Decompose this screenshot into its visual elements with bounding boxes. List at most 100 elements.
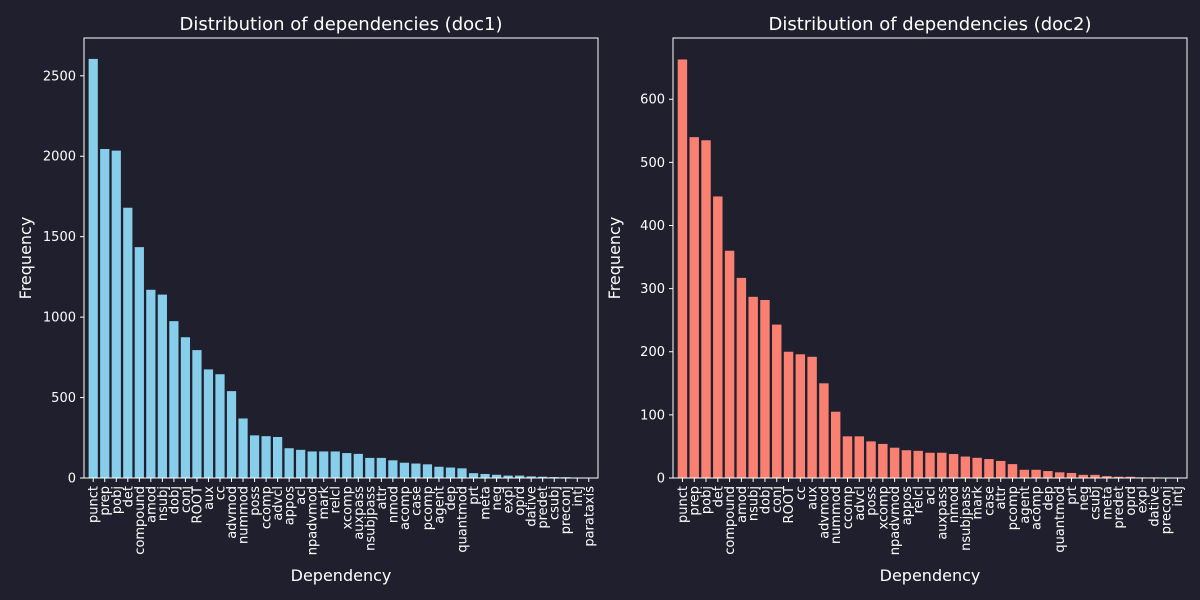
bar-ROOT <box>192 350 202 478</box>
y-tick-label: 400 <box>640 219 665 234</box>
x-tick-label: appos <box>283 486 298 525</box>
chart-doc1: 0 500 1000 1500 2000 2500 punctpreppobjdetcomp… <box>16 14 599 585</box>
bar-predet <box>1113 476 1124 478</box>
x-tick-label: relcl <box>329 486 344 513</box>
x-tick-label: amod <box>144 486 159 523</box>
x-tick-label: expl <box>502 486 517 513</box>
x-tick-label: mark <box>317 486 332 520</box>
x-tick-label: csubj <box>1089 486 1104 520</box>
x-tick-label: case <box>409 486 424 516</box>
x-tick-label: advmod <box>817 486 832 539</box>
x-tick-label: oprd <box>513 486 528 516</box>
x-tick-label: dobj <box>167 486 182 514</box>
x-tick-label: prt <box>467 486 482 505</box>
bar-dobj <box>760 299 770 478</box>
x-tick-label: predet <box>1112 486 1127 529</box>
bar-advcl <box>854 436 864 478</box>
x-tick-label: amod <box>735 486 750 523</box>
x-tick-label: intj <box>1171 486 1186 507</box>
bar-agent <box>434 466 444 478</box>
x-tick-label: conj <box>770 486 785 513</box>
y-tick-label: 300 <box>640 282 665 297</box>
x-tick-label: attr <box>994 485 1009 509</box>
bar-neg <box>491 474 502 478</box>
bar-csubj <box>1090 474 1100 478</box>
bar-oprd <box>515 475 525 478</box>
x-tick-label: punct <box>676 486 691 523</box>
x-tick-label: case <box>982 486 997 516</box>
bar-prep <box>100 149 110 478</box>
x-tick-label: auxpass <box>352 486 367 540</box>
bar-nummod <box>830 411 841 478</box>
bar-dobj <box>169 321 179 478</box>
bar-nsubj <box>748 296 758 478</box>
y-tick-label: 1000 <box>43 311 76 326</box>
bar-xcomp <box>342 453 352 478</box>
bar-prt <box>1066 472 1077 478</box>
x-tick-label: xcomp <box>876 486 891 529</box>
x-tick-label: nmod <box>386 486 401 523</box>
bar-mark <box>319 451 329 478</box>
x-tick-label: punct <box>87 486 102 523</box>
x-tick-label: ccomp <box>260 486 275 529</box>
x-tick-label: preconj <box>559 486 574 534</box>
bar-meta <box>480 473 490 478</box>
bar-dep <box>1043 471 1053 478</box>
x-tick-label: neg <box>1077 486 1092 511</box>
x-tick-label: aux <box>202 486 217 510</box>
x-tick-label: meta <box>479 486 494 520</box>
x-tick-label: acl <box>924 486 939 505</box>
bar-cc <box>215 374 225 478</box>
x-tick-label: pcomp <box>421 486 436 530</box>
bar-quantmod <box>1054 472 1065 478</box>
x-tick-label: conj <box>179 486 194 513</box>
x-tick-label: neg <box>490 486 505 511</box>
x-tick-label: npadvmod <box>888 486 903 555</box>
bar-advmod <box>226 391 237 478</box>
y-tick-label: 200 <box>640 345 665 360</box>
bar-case <box>411 463 421 478</box>
y-tick-label: 500 <box>51 391 76 406</box>
x-tick-label: acomp <box>398 486 413 530</box>
x-tick-label: prt <box>1065 486 1080 505</box>
bar-poss <box>249 435 260 478</box>
x-tick-label: cc <box>213 486 228 500</box>
y-tick-label: 2500 <box>43 69 76 84</box>
x-tick-label: mark <box>971 486 986 520</box>
x-tick-label: ccomp <box>841 486 856 529</box>
bar-predet <box>538 476 548 478</box>
x-tick-label: pobj <box>700 486 715 514</box>
x-tick-label: dobj <box>758 486 773 514</box>
bar-ccomp <box>842 436 853 478</box>
x-tick-label: dep <box>444 486 459 511</box>
x-tick-label: quantmod <box>1053 486 1068 553</box>
x-tick-label: quantmod <box>456 486 471 553</box>
x-tick-label: acomp <box>1030 486 1045 530</box>
x-tick-label: aux <box>806 486 821 510</box>
x-tick-label: parataxis <box>582 486 597 547</box>
bar-acomp <box>399 462 409 478</box>
x-tick-label: dative <box>525 486 540 527</box>
bar-cc <box>795 354 806 478</box>
bar-nmod <box>388 460 398 478</box>
bar-oprd <box>1125 476 1136 478</box>
x-tick-label: prep <box>98 486 113 516</box>
bar-auxpass <box>937 452 947 478</box>
bar-compound <box>724 250 735 478</box>
bar-dative <box>526 476 536 478</box>
y-tick-label: 0 <box>657 472 665 487</box>
y-tick-label: 100 <box>640 408 665 423</box>
bar-appos <box>901 450 912 478</box>
x-tick-label: compound <box>133 486 148 555</box>
bar-nsubj <box>157 294 167 478</box>
bar-quantmod <box>457 468 467 478</box>
x-tick-label: predet <box>536 486 551 529</box>
bar-pcomp <box>422 464 433 478</box>
x-tick-label: attr <box>375 485 390 509</box>
bar-agent <box>1019 469 1030 478</box>
bar-auxpass <box>353 453 363 478</box>
bar-relcl <box>913 450 923 478</box>
y-tick-label: 1500 <box>43 230 76 245</box>
bar-aux <box>203 369 214 478</box>
